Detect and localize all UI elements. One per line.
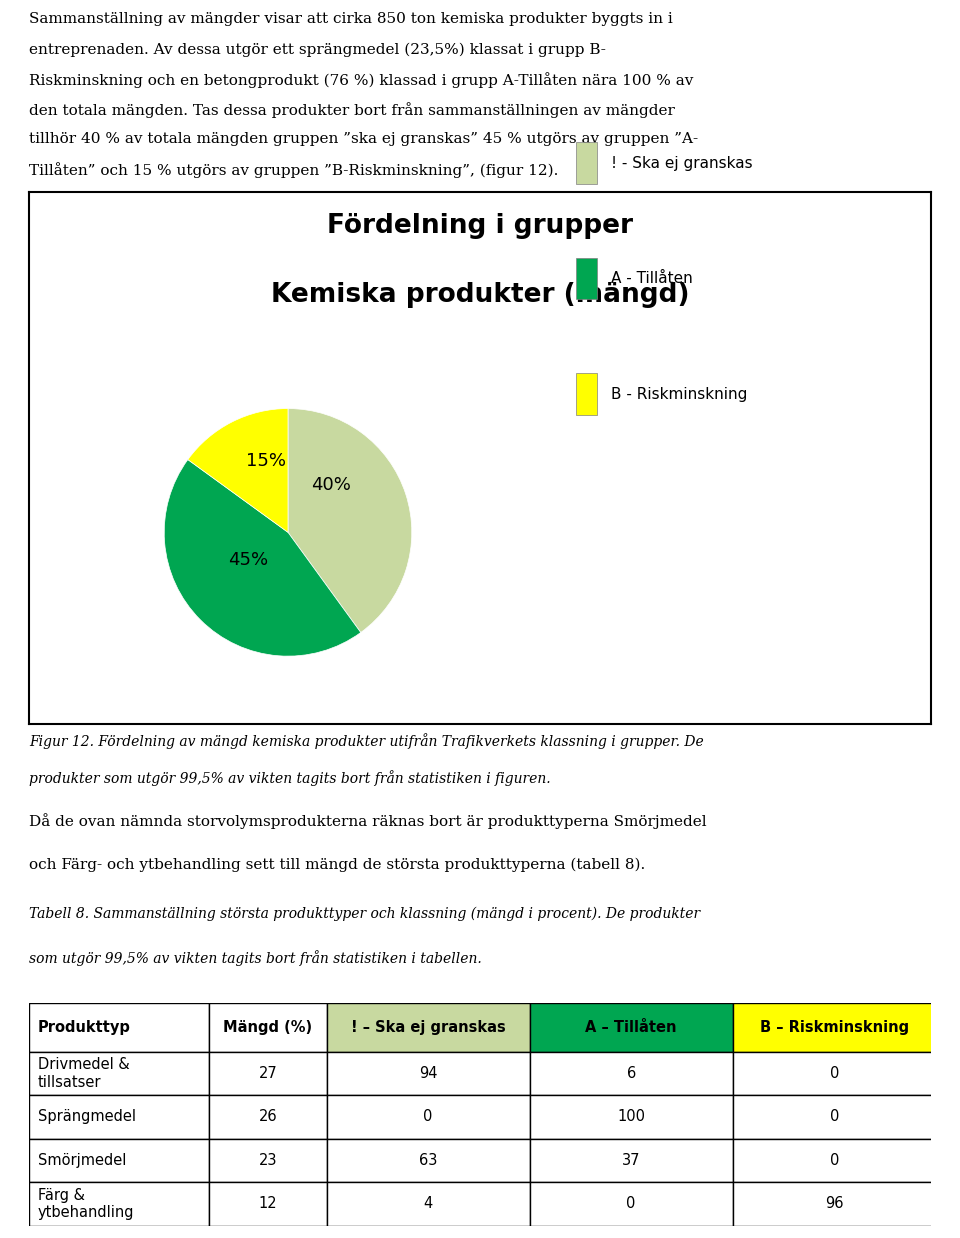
Bar bbox=[209, 1182, 326, 1226]
Text: Produkttyp: Produkttyp bbox=[37, 1020, 131, 1035]
Bar bbox=[29, 1096, 209, 1139]
Bar bbox=[576, 374, 597, 415]
Bar bbox=[530, 1003, 732, 1052]
Text: 100: 100 bbox=[617, 1109, 645, 1124]
Bar bbox=[576, 258, 597, 300]
Bar bbox=[326, 1003, 530, 1052]
Wedge shape bbox=[164, 459, 361, 656]
Text: 23: 23 bbox=[258, 1153, 277, 1167]
Text: 12: 12 bbox=[258, 1196, 277, 1212]
Text: 0: 0 bbox=[829, 1066, 839, 1081]
Text: 15%: 15% bbox=[246, 452, 286, 469]
Bar bbox=[732, 1003, 936, 1052]
Text: Figur 12. Fördelning av mängd kemiska produkter utifrån Trafikverkets klassning : Figur 12. Fördelning av mängd kemiska pr… bbox=[29, 733, 704, 749]
Text: produkter som utgör 99,5% av vikten tagits bort från statistiken i figuren.: produkter som utgör 99,5% av vikten tagi… bbox=[29, 770, 550, 786]
Bar bbox=[732, 1182, 936, 1226]
Text: 0: 0 bbox=[829, 1153, 839, 1167]
Bar bbox=[732, 1096, 936, 1139]
Bar bbox=[326, 1096, 530, 1139]
Text: 94: 94 bbox=[419, 1066, 438, 1081]
Bar bbox=[326, 1052, 530, 1096]
Text: A - Tillåten: A - Tillåten bbox=[612, 271, 693, 286]
Text: Tillåten” och 15 % utgörs av gruppen ”B-Riskminskning”, (figur 12).: Tillåten” och 15 % utgörs av gruppen ”B-… bbox=[29, 162, 558, 178]
Text: tillhör 40 % av totala mängden gruppen ”ska ej granskas” 45 % utgörs av gruppen : tillhör 40 % av totala mängden gruppen ”… bbox=[29, 132, 698, 146]
Text: som utgör 99,5% av vikten tagits bort från statistiken i tabellen.: som utgör 99,5% av vikten tagits bort fr… bbox=[29, 950, 482, 966]
Text: Riskminskning och en betongprodukt (76 %) klassad i grupp A-Tillåten nära 100 % : Riskminskning och en betongprodukt (76 %… bbox=[29, 72, 693, 88]
Bar bbox=[29, 1139, 209, 1182]
Text: 6: 6 bbox=[627, 1066, 636, 1081]
Bar bbox=[209, 1096, 326, 1139]
Bar bbox=[29, 1003, 209, 1052]
Text: Kemiska produkter (mängd): Kemiska produkter (mängd) bbox=[271, 282, 689, 308]
Text: Drivmedel &
tillsatser: Drivmedel & tillsatser bbox=[37, 1057, 130, 1089]
Text: Sprängmedel: Sprängmedel bbox=[37, 1109, 135, 1124]
Bar bbox=[29, 1052, 209, 1096]
Bar bbox=[576, 142, 597, 183]
Text: 40%: 40% bbox=[311, 477, 351, 494]
Text: Tabell 8. Sammanställning största produkttyper och klassning (mängd i procent). : Tabell 8. Sammanställning största produk… bbox=[29, 906, 700, 921]
Text: 27: 27 bbox=[258, 1066, 277, 1081]
Bar bbox=[530, 1182, 732, 1226]
Bar bbox=[530, 1139, 732, 1182]
Text: ! – Ska ej granskas: ! – Ska ej granskas bbox=[350, 1020, 506, 1035]
Text: B - Riskminskning: B - Riskminskning bbox=[612, 386, 748, 401]
Bar bbox=[326, 1182, 530, 1226]
Text: 4: 4 bbox=[423, 1196, 433, 1212]
Bar bbox=[29, 1182, 209, 1226]
Bar bbox=[209, 1139, 326, 1182]
Text: och Färg- och ytbehandling sett till mängd de största produkttyperna (tabell 8).: och Färg- och ytbehandling sett till män… bbox=[29, 857, 645, 872]
Text: 45%: 45% bbox=[228, 551, 269, 568]
Text: A – Tillåten: A – Tillåten bbox=[586, 1020, 677, 1035]
Bar bbox=[209, 1003, 326, 1052]
Text: 63: 63 bbox=[419, 1153, 438, 1167]
Text: Färg &
ytbehandling: Färg & ytbehandling bbox=[37, 1187, 134, 1221]
Bar bbox=[209, 1052, 326, 1096]
Text: Smörjmedel: Smörjmedel bbox=[37, 1153, 126, 1167]
Text: entreprenaden. Av dessa utgör ett sprängmedel (23,5%) klassat i grupp B-: entreprenaden. Av dessa utgör ett spräng… bbox=[29, 42, 606, 57]
Wedge shape bbox=[288, 409, 412, 633]
Text: 0: 0 bbox=[627, 1196, 636, 1212]
Text: Då de ovan nämnda storvolymsprodukterna räknas bort är produkttyperna Smörjmedel: Då de ovan nämnda storvolymsprodukterna … bbox=[29, 813, 707, 829]
Text: 37: 37 bbox=[622, 1153, 640, 1167]
Text: den totala mängden. Tas dessa produkter bort från sammanställningen av mängder: den totala mängden. Tas dessa produkter … bbox=[29, 103, 675, 118]
Text: Mängd (%): Mängd (%) bbox=[224, 1020, 313, 1035]
Text: ! - Ska ej granskas: ! - Ska ej granskas bbox=[612, 156, 753, 171]
Text: Sammanställning av mängder visar att cirka 850 ton kemiska produkter byggts in i: Sammanställning av mängder visar att cir… bbox=[29, 12, 673, 26]
Text: 26: 26 bbox=[258, 1109, 277, 1124]
Text: 96: 96 bbox=[825, 1196, 844, 1212]
Text: 0: 0 bbox=[423, 1109, 433, 1124]
Bar bbox=[732, 1139, 936, 1182]
Bar bbox=[326, 1139, 530, 1182]
Bar bbox=[732, 1052, 936, 1096]
Text: B – Riskminskning: B – Riskminskning bbox=[759, 1020, 909, 1035]
Wedge shape bbox=[188, 409, 288, 532]
Text: Fördelning i grupper: Fördelning i grupper bbox=[327, 213, 633, 239]
Bar bbox=[530, 1096, 732, 1139]
Bar bbox=[530, 1052, 732, 1096]
Text: 0: 0 bbox=[829, 1109, 839, 1124]
